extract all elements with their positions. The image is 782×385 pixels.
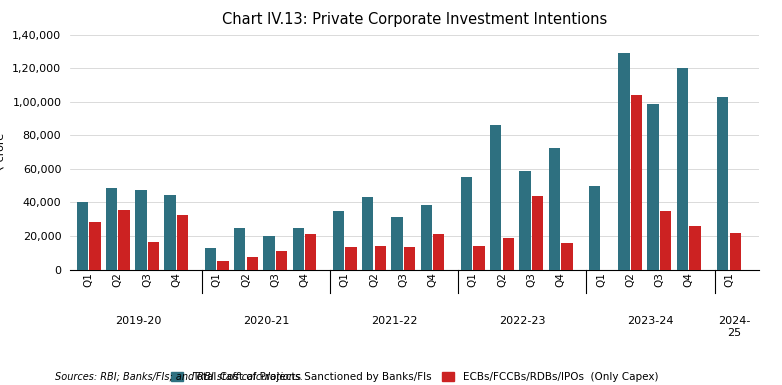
Bar xyxy=(362,196,374,270)
Bar xyxy=(433,234,444,270)
Bar xyxy=(589,186,601,270)
Bar xyxy=(217,261,228,270)
Bar xyxy=(561,243,572,270)
Bar xyxy=(148,242,159,270)
Bar xyxy=(276,251,287,270)
Bar xyxy=(647,104,658,270)
Bar xyxy=(549,148,560,270)
Text: 2019-20: 2019-20 xyxy=(115,316,161,326)
Bar xyxy=(473,246,485,270)
Bar xyxy=(619,53,630,270)
Bar xyxy=(135,190,146,270)
Text: Sources: RBI; Banks/FIs; and RBI staff calculations.: Sources: RBI; Banks/FIs; and RBI staff c… xyxy=(55,371,303,381)
Text: 2024-
25: 2024- 25 xyxy=(719,316,751,338)
Bar xyxy=(490,125,501,270)
Bar xyxy=(503,238,514,270)
Bar xyxy=(118,210,130,270)
Bar xyxy=(676,68,688,269)
Text: 2020-21: 2020-21 xyxy=(243,316,289,326)
Bar xyxy=(631,95,642,270)
Bar xyxy=(532,196,543,270)
Bar xyxy=(391,218,403,270)
Bar xyxy=(404,247,415,270)
Legend: Total Cost of Projects Sanctioned by Banks/FIs, ECBs/FCCBs/RDBs/IPOs  (Only Cape: Total Cost of Projects Sanctioned by Ban… xyxy=(167,368,662,385)
Bar xyxy=(333,211,344,270)
Bar xyxy=(305,234,317,270)
Bar xyxy=(234,228,246,270)
Bar xyxy=(205,248,216,270)
Bar xyxy=(164,195,176,270)
Bar xyxy=(461,177,472,270)
Title: Chart IV.13: Private Corporate Investment Intentions: Chart IV.13: Private Corporate Investmen… xyxy=(222,12,607,27)
Text: 2022-23: 2022-23 xyxy=(499,316,546,326)
Bar xyxy=(89,222,101,270)
Y-axis label: ₹ crore: ₹ crore xyxy=(0,132,7,172)
Bar xyxy=(346,247,357,270)
Bar xyxy=(106,188,117,270)
Text: 2023-24: 2023-24 xyxy=(627,316,674,326)
Text: 2021-22: 2021-22 xyxy=(371,316,418,326)
Bar xyxy=(292,228,304,270)
Bar xyxy=(689,226,701,270)
Bar xyxy=(177,215,188,270)
Bar xyxy=(660,211,672,270)
Bar xyxy=(717,97,728,270)
Bar xyxy=(375,246,386,270)
Bar xyxy=(246,257,258,270)
Bar xyxy=(421,205,432,270)
Bar xyxy=(264,236,274,270)
Bar xyxy=(730,233,741,270)
Bar xyxy=(519,171,531,270)
Bar xyxy=(77,203,88,270)
